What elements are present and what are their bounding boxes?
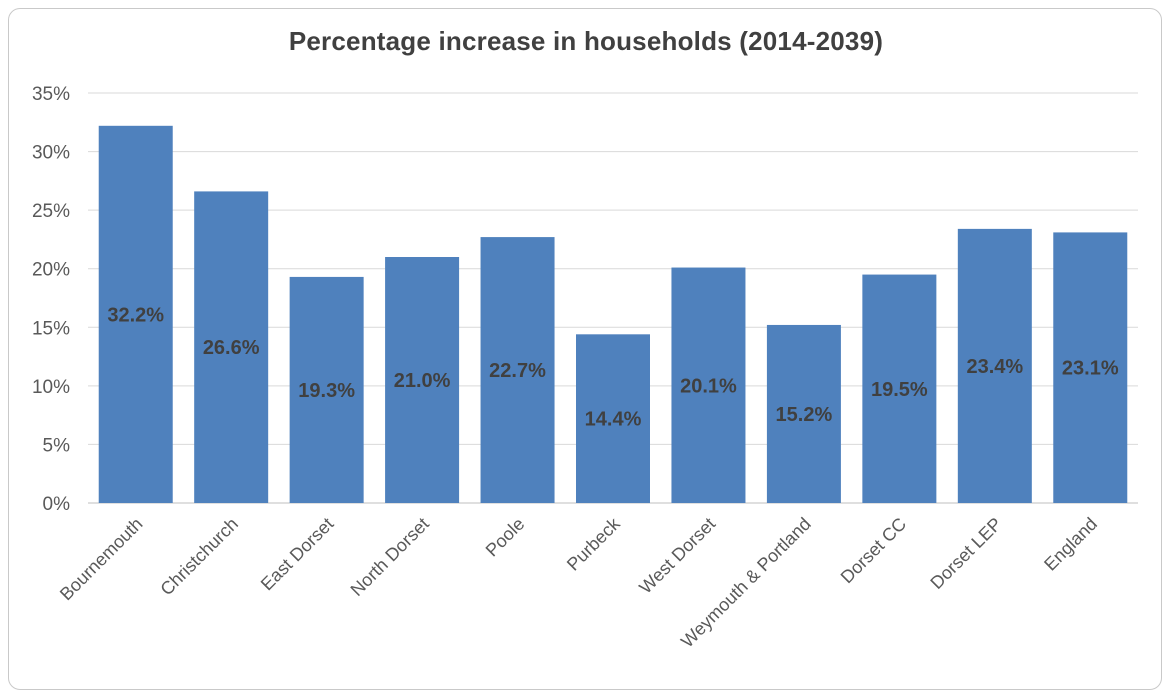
data-label: 14.4%: [585, 409, 642, 431]
bar-christchurch: [194, 191, 269, 503]
x-category-label: England: [1040, 514, 1101, 575]
data-label: 19.3%: [298, 380, 355, 402]
data-label: 23.1%: [1062, 358, 1119, 380]
x-category-label: Dorset CC: [837, 514, 911, 588]
y-tick-label: 25%: [32, 201, 70, 222]
bar-bournemouth: [98, 125, 173, 504]
data-label: 26.6%: [203, 337, 260, 359]
data-labels: 32.2% 26.6% 19.3% 21.0% 22.7% 14.4% 20.1% 15.2%…: [107, 304, 1118, 430]
x-category-label: North Dorset: [347, 514, 433, 600]
data-label: 15.2%: [776, 404, 833, 426]
bar-north-dorset: [385, 257, 460, 503]
y-tick-label: 0%: [43, 494, 71, 515]
y-tick-label: 15%: [32, 318, 70, 339]
data-label: 21.0%: [394, 370, 451, 392]
x-category-label: Poole: [482, 514, 529, 561]
data-label: 23.4%: [966, 356, 1023, 378]
y-tick-label: 30%: [32, 143, 70, 164]
bar-purbeck: [576, 334, 650, 503]
data-label: 32.2%: [107, 304, 164, 326]
x-axis-category-labels: Bournemouth Christchurch East Dorset North …: [56, 513, 1101, 651]
x-category-label: Bournemouth: [56, 514, 147, 605]
bars: [98, 125, 1128, 504]
y-tick-label: 20%: [32, 260, 70, 281]
y-axis-tick-labels: 0% 5% 10% 15% 20% 25% 30% 35%: [32, 84, 70, 515]
bar-england: [1053, 232, 1128, 503]
bar-west-dorset: [671, 267, 746, 503]
y-tick-label: 10%: [32, 377, 70, 398]
data-label: 20.1%: [680, 375, 737, 397]
x-category-label: Dorset LEP: [926, 514, 1005, 593]
bar-weymouth-portland: [766, 324, 841, 503]
bar-east-dorset: [289, 276, 364, 503]
data-label: 19.5%: [871, 379, 928, 401]
bar-dorset-cc: [862, 274, 937, 503]
y-tick-label: 5%: [43, 435, 71, 456]
y-tick-label: 35%: [32, 84, 70, 105]
x-category-label: Christchurch: [156, 514, 242, 600]
data-label: 22.7%: [489, 360, 546, 382]
x-category-label: East Dorset: [257, 514, 338, 595]
chart-title: Percentage increase in households (2014-…: [288, 26, 884, 56]
x-category-label: Purbeck: [563, 513, 625, 575]
bar-dorset-lep: [957, 228, 1032, 503]
x-category-label: West Dorset: [635, 514, 719, 598]
bar-poole: [480, 237, 555, 504]
